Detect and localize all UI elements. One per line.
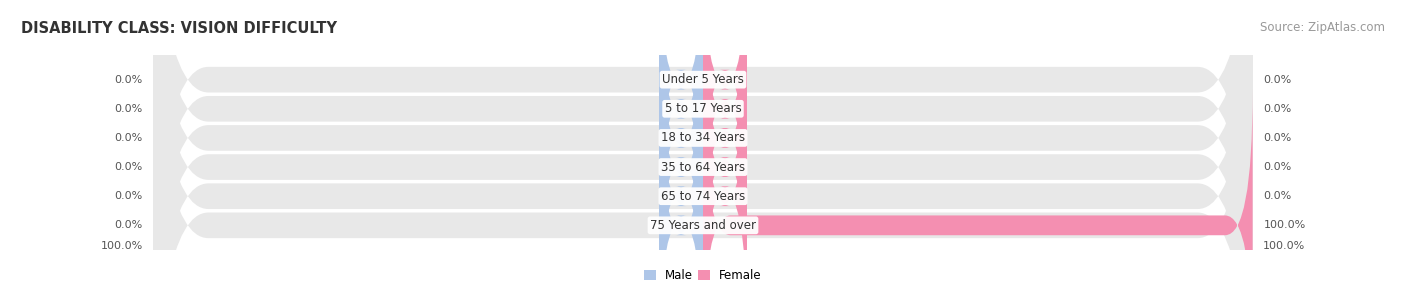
Text: 0.0%: 0.0% [114, 191, 142, 201]
Text: 100.0%: 100.0% [101, 241, 143, 251]
FancyBboxPatch shape [703, 90, 1253, 305]
FancyBboxPatch shape [703, 2, 747, 274]
Text: 0.0%: 0.0% [1264, 162, 1292, 172]
Text: 65 to 74 Years: 65 to 74 Years [661, 190, 745, 203]
Text: 35 to 64 Years: 35 to 64 Years [661, 160, 745, 174]
Text: DISABILITY CLASS: VISION DIFFICULTY: DISABILITY CLASS: VISION DIFFICULTY [21, 21, 337, 36]
FancyBboxPatch shape [659, 0, 703, 245]
Text: 100.0%: 100.0% [1263, 241, 1305, 251]
FancyBboxPatch shape [703, 0, 747, 215]
Text: 0.0%: 0.0% [1264, 75, 1292, 85]
Text: 0.0%: 0.0% [1264, 191, 1292, 201]
FancyBboxPatch shape [659, 60, 703, 305]
FancyBboxPatch shape [659, 0, 703, 215]
Text: Source: ZipAtlas.com: Source: ZipAtlas.com [1260, 21, 1385, 34]
Text: 100.0%: 100.0% [1264, 220, 1306, 230]
FancyBboxPatch shape [659, 31, 703, 303]
FancyBboxPatch shape [153, 0, 1253, 305]
Text: 0.0%: 0.0% [114, 220, 142, 230]
Text: 0.0%: 0.0% [1264, 133, 1292, 143]
Text: 5 to 17 Years: 5 to 17 Years [665, 102, 741, 115]
FancyBboxPatch shape [703, 31, 747, 303]
Text: Under 5 Years: Under 5 Years [662, 73, 744, 86]
Text: 0.0%: 0.0% [114, 162, 142, 172]
Text: 0.0%: 0.0% [114, 133, 142, 143]
Legend: Male, Female: Male, Female [640, 265, 766, 287]
FancyBboxPatch shape [153, 0, 1253, 305]
Text: 75 Years and over: 75 Years and over [650, 219, 756, 232]
FancyBboxPatch shape [153, 0, 1253, 305]
FancyBboxPatch shape [703, 60, 747, 305]
FancyBboxPatch shape [153, 0, 1253, 305]
Text: 0.0%: 0.0% [114, 104, 142, 114]
FancyBboxPatch shape [659, 2, 703, 274]
FancyBboxPatch shape [153, 0, 1253, 305]
FancyBboxPatch shape [153, 0, 1253, 305]
FancyBboxPatch shape [703, 0, 747, 245]
FancyBboxPatch shape [659, 90, 703, 305]
Text: 18 to 34 Years: 18 to 34 Years [661, 131, 745, 145]
Text: 0.0%: 0.0% [1264, 104, 1292, 114]
Text: 0.0%: 0.0% [114, 75, 142, 85]
